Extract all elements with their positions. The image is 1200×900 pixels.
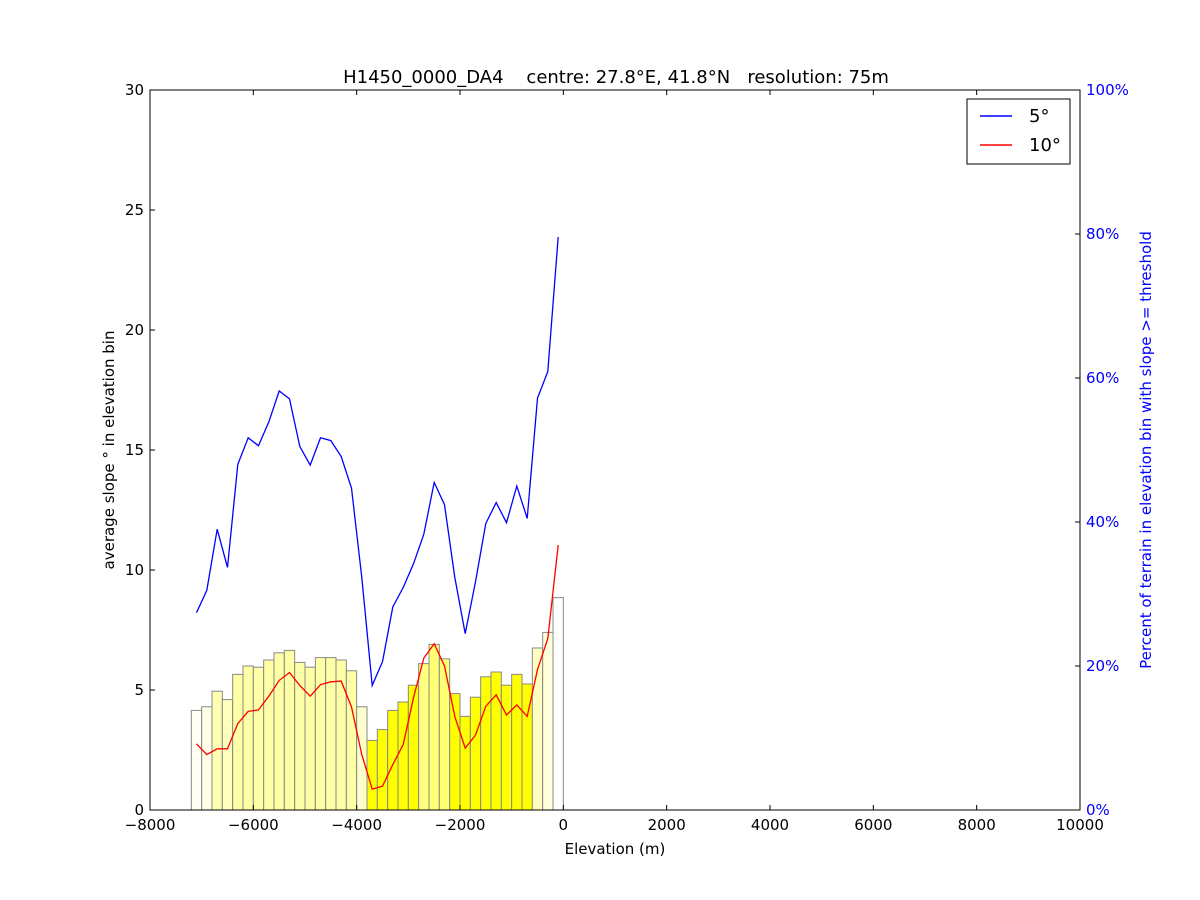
y-axis-right: 0% 20% 40% 60% 80% 100% xyxy=(1075,81,1129,819)
chart-title: H1450_0000_DA4 centre: 27.8°E, 41.8°N re… xyxy=(343,67,889,88)
histogram-bar xyxy=(345,670,358,811)
histogram-bar xyxy=(459,715,471,811)
y-tick-label: 25 xyxy=(125,201,144,219)
x-tick-label: 0 xyxy=(559,816,569,834)
histogram-bar xyxy=(490,671,502,811)
legend: 5° 10° xyxy=(966,98,1071,165)
legend-box xyxy=(966,98,1071,165)
x-tick-label: 10000 xyxy=(1056,816,1104,834)
histogram-bar xyxy=(314,657,327,811)
y-right-tick-label: 60% xyxy=(1086,369,1119,387)
histogram-bar xyxy=(480,676,492,811)
histogram-bar xyxy=(552,597,564,811)
y-right-tick-label: 20% xyxy=(1086,657,1119,675)
x-tick-label: −8000 xyxy=(125,816,176,834)
histogram-bar xyxy=(387,709,399,811)
histogram-bar xyxy=(221,699,234,811)
y-axis-label: average slope ° in elevation bin xyxy=(100,331,118,570)
histogram-bar xyxy=(500,684,513,811)
y-tick-label: 30 xyxy=(125,81,144,99)
histogram-bar xyxy=(242,665,254,811)
histogram-bar xyxy=(418,663,430,811)
x-tick-label: −4000 xyxy=(331,816,382,834)
y-tick-label: 20 xyxy=(125,321,144,339)
legend-label-10deg: 10° xyxy=(1029,135,1061,156)
histogram-bar xyxy=(201,706,213,811)
histogram-bar xyxy=(469,696,482,811)
histogram-bar xyxy=(397,701,409,811)
x-axis: −8000 −6000 −4000 −2000 0 2000 4000 6000 8000 100… xyxy=(125,90,1104,834)
x-tick-label: 8000 xyxy=(958,816,996,834)
histogram-bar xyxy=(449,693,461,811)
y-right-tick-label: 40% xyxy=(1086,513,1119,531)
x-tick-label: 2000 xyxy=(648,816,686,834)
histogram-bar xyxy=(252,666,265,811)
bars-layer xyxy=(190,597,564,811)
series-line-0 xyxy=(195,236,559,688)
x-tick-label: −2000 xyxy=(435,816,486,834)
histogram-bar xyxy=(325,657,337,811)
y-right-tick-label: 80% xyxy=(1086,225,1119,243)
histogram-bar xyxy=(304,666,316,811)
histogram-bar xyxy=(407,684,420,811)
histogram-bar xyxy=(232,673,244,811)
y-tick-label: 5 xyxy=(134,681,144,699)
histogram-bar xyxy=(511,673,523,811)
histogram-bar xyxy=(376,729,389,811)
histogram-bar xyxy=(263,659,275,811)
y-right-tick-label: 100% xyxy=(1086,81,1129,99)
histogram-bar xyxy=(542,631,554,811)
histogram-bar xyxy=(428,643,440,811)
y-axis-left: 0 5 10 15 20 25 30 xyxy=(125,81,155,819)
x-tick-label: 4000 xyxy=(751,816,789,834)
y-axis-label-right: Percent of terrain in elevation bin with… xyxy=(1137,231,1155,669)
y-tick-label: 15 xyxy=(125,441,144,459)
y-tick-label: 0 xyxy=(134,801,144,819)
lines-layer xyxy=(195,236,559,790)
histogram-bar xyxy=(273,652,285,811)
histogram-bar xyxy=(356,706,368,811)
x-tick-label: −6000 xyxy=(228,816,279,834)
series-line-1 xyxy=(196,544,559,790)
x-tick-label: 6000 xyxy=(854,816,892,834)
y-tick-label: 10 xyxy=(125,561,144,579)
legend-label-5deg: 5° xyxy=(1029,106,1049,127)
histogram-bar xyxy=(283,649,296,811)
x-axis-label: Elevation (m) xyxy=(565,840,666,858)
y-right-tick-label: 0% xyxy=(1086,801,1110,819)
histogram-bar xyxy=(190,709,203,811)
